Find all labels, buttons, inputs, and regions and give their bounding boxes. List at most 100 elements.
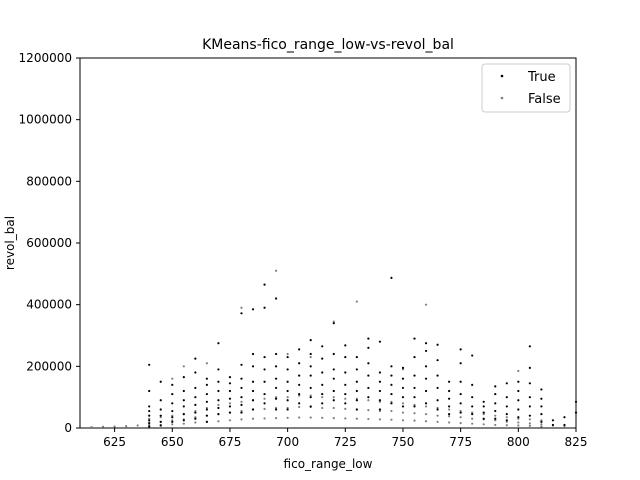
scatter-point-true: [494, 417, 497, 420]
scatter-point-true: [459, 380, 462, 383]
scatter-point-true: [367, 396, 370, 399]
scatter-point-true: [321, 383, 324, 386]
scatter-point-true: [298, 402, 301, 405]
scatter-point-true: [390, 383, 393, 386]
y-axis-ticks: 0 200000 400000 600000 800000 1000000 1200000: [19, 51, 80, 435]
y-tick-label: 200000: [26, 359, 72, 373]
scatter-point-true: [367, 386, 370, 390]
plot-frame: [79, 57, 577, 429]
scatter-point-false: [517, 417, 520, 420]
scatter-point-true: [251, 365, 255, 368]
scatter-point-false: [332, 396, 335, 399]
scatter-point-true: [159, 399, 162, 402]
scatter-point-true: [401, 377, 405, 380]
scatter-point-true: [344, 383, 347, 386]
legend: True False: [481, 63, 571, 113]
scatter-point-false: [367, 417, 370, 421]
scatter-point-false: [286, 352, 289, 356]
scatter-point-false: [505, 420, 508, 423]
scatter-point-true: [471, 413, 474, 416]
scatter-point-false: [332, 406, 335, 410]
scatter-point-true: [148, 419, 151, 422]
scatter-point-true: [436, 386, 439, 390]
scatter-point-true: [505, 413, 508, 416]
scatter-point-true: [390, 374, 393, 377]
scatter-point-true: [505, 396, 508, 399]
scatter-point-true: [228, 397, 232, 400]
scatter-point-true: [459, 348, 462, 351]
scatter-point-false: [228, 402, 232, 405]
scatter-point-true: [344, 392, 347, 396]
scatter-point-false: [517, 369, 520, 373]
scatter-point-false: [436, 414, 439, 417]
scatter-point-false: [401, 402, 405, 405]
scatter-point-false: [390, 400, 393, 403]
scatter-point-false: [182, 365, 185, 368]
scatter-point-true: [482, 411, 485, 414]
scatter-point-true: [344, 344, 347, 347]
scatter-point-true: [413, 337, 416, 340]
scatter-point-true: [332, 377, 335, 380]
scatter-point-true: [228, 376, 232, 379]
scatter-point-true: [194, 357, 197, 360]
scatter-point-false: [194, 409, 197, 413]
scatter-point-true: [148, 414, 151, 417]
scatter-point-true: [205, 377, 208, 380]
scatter-point-true: [390, 276, 393, 279]
scatter-point-false: [171, 414, 174, 417]
scatter-point-true: [413, 396, 416, 399]
scatter-point-false: [528, 422, 531, 425]
scatter-point-true: [240, 386, 243, 390]
scatter-point-true: [378, 371, 382, 374]
scatter-point-true: [355, 368, 358, 371]
scatter-point-true: [436, 343, 439, 346]
x-tick-label: 650: [161, 435, 184, 449]
scatter-point-true: [182, 376, 185, 379]
scatter-point-true: [517, 399, 520, 402]
scatter-point-true: [505, 382, 508, 385]
scatter-point-false: [378, 418, 382, 421]
scatter-point-false: [194, 416, 197, 419]
scatter-point-true: [448, 413, 451, 416]
x-tick-label: 725: [334, 435, 357, 449]
scatter-point-true: [540, 413, 543, 416]
scatter-point-true: [171, 383, 174, 386]
scatter-point-false: [194, 421, 197, 424]
scatter-point-true: [228, 389, 232, 393]
scatter-point-true: [482, 400, 485, 403]
scatter-point-true: [551, 423, 555, 427]
scatter-point-true: [355, 355, 358, 359]
scatter-point-false: [494, 414, 497, 417]
scatter-point-true: [182, 389, 185, 393]
scatter-point-true: [159, 380, 162, 383]
scatter-point-true: [251, 408, 255, 411]
scatter-point-true: [309, 386, 312, 390]
scatter-point-false: [274, 406, 278, 410]
scatter-point-true: [217, 342, 220, 345]
scatter-point-true: [551, 419, 555, 422]
scatter-point-true: [309, 365, 312, 368]
scatter-point-true: [424, 365, 428, 368]
scatter-point-false: [424, 405, 428, 408]
x-tick-label: 750: [392, 435, 415, 449]
scatter-point-false: [125, 425, 128, 428]
y-tick-label: 1000000: [19, 113, 72, 127]
scatter-point-true: [413, 386, 416, 390]
scatter-point-true: [251, 399, 255, 402]
scatter-point-true: [240, 312, 243, 315]
scatter-point-false: [367, 399, 370, 402]
scatter-point-true: [355, 399, 358, 402]
scatter-point-true: [378, 389, 382, 393]
scatter-point-true: [390, 365, 393, 368]
scatter-point-false: [240, 306, 243, 309]
scatter-point-true: [159, 424, 162, 427]
scatter-point-true: [205, 383, 208, 386]
scatter-point-true: [194, 371, 197, 374]
scatter-point-false: [517, 421, 520, 424]
scatter-point-false: [459, 416, 462, 419]
scatter-point-true: [263, 355, 266, 359]
scatter-point-false: [448, 421, 451, 424]
scatter-point-false: [378, 400, 382, 403]
scatter-point-true: [344, 402, 347, 405]
scatter-point-true: [424, 342, 428, 345]
